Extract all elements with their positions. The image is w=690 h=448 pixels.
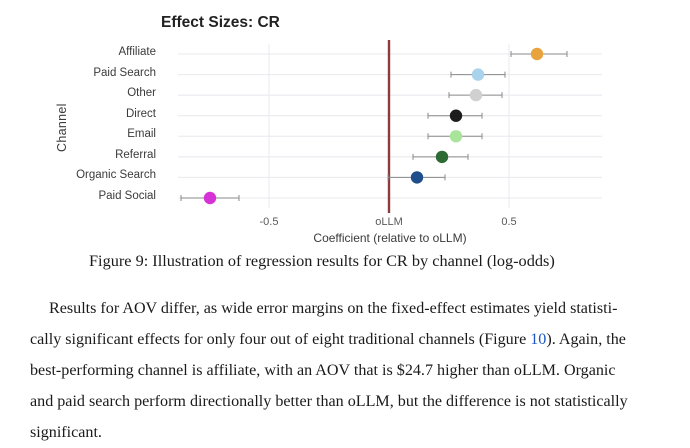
svg-text:oLLM: oLLM <box>375 216 403 228</box>
svg-text:-0.5: -0.5 <box>260 216 279 228</box>
svg-text:0.5: 0.5 <box>501 216 516 228</box>
